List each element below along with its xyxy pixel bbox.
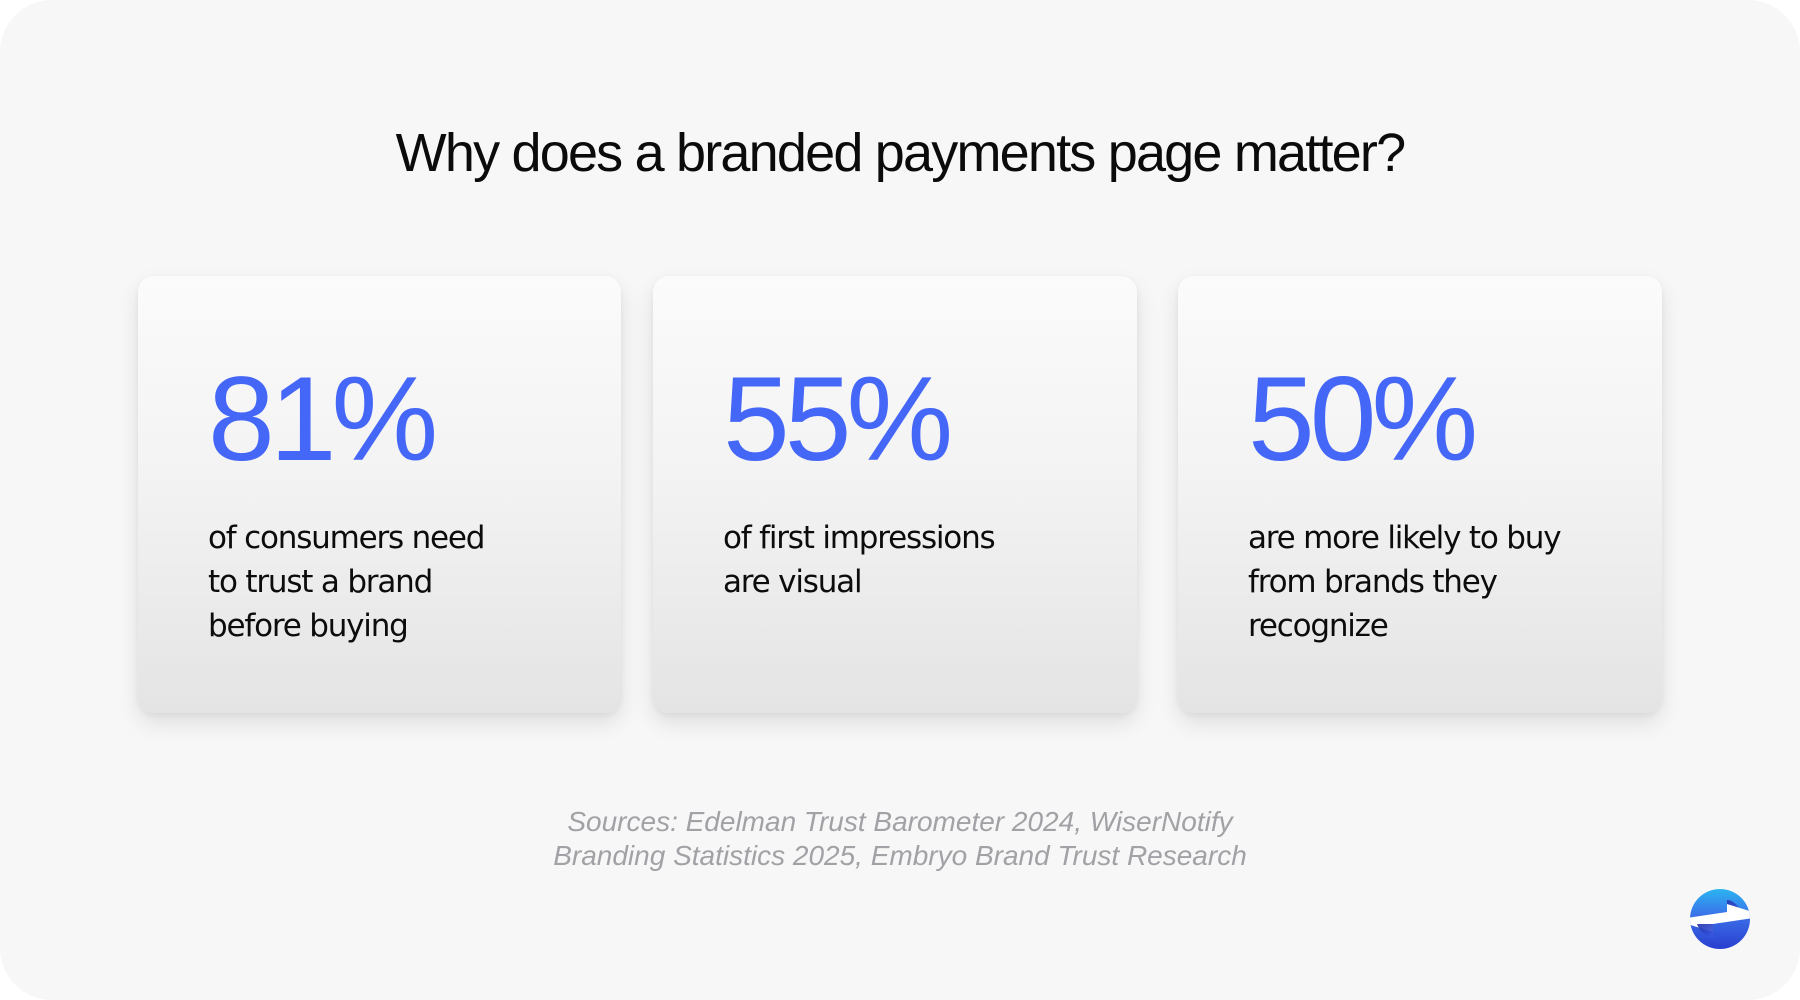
stat-description-line: are visual — [723, 564, 863, 600]
page-title: Why does a branded payments page matter? — [395, 123, 1406, 183]
stat-description: of consumers need to trust a brand befor… — [208, 516, 598, 648]
stat-description-line: of consumers need — [208, 520, 485, 556]
stat-value: 55% — [723, 352, 953, 486]
stat-description-line: of first impressions — [723, 520, 996, 556]
stat-description: are more likely to buy from brands they … — [1248, 516, 1638, 648]
stat-card-consumer-trust: 81% of consumers need to trust a brand b… — [138, 276, 621, 713]
lightning-bolt-circle-logo-icon — [1689, 888, 1751, 950]
stat-description: of first impressions are visual — [723, 516, 1113, 604]
sources-citation: Sources: Edelman Trust Barometer 2024, W… — [0, 805, 1800, 873]
stat-value: 81% — [208, 352, 438, 486]
stat-description-line: to trust a brand — [208, 564, 433, 600]
stat-card-first-impressions: 55% of first impressions are visual — [653, 276, 1137, 713]
stat-card-brand-recognition: 50% are more likely to buy from brands t… — [1178, 276, 1662, 713]
sources-line: Sources: Edelman Trust Barometer 2024, W… — [567, 806, 1233, 837]
stat-description-line: recognize — [1248, 608, 1389, 644]
sources-line: Branding Statistics 2025, Embryo Brand T… — [553, 840, 1247, 871]
stat-description-line: are more likely to buy — [1248, 520, 1562, 556]
stat-description-line: from brands they — [1248, 564, 1498, 600]
stat-value: 50% — [1248, 352, 1478, 486]
stat-description-line: before buying — [208, 608, 409, 644]
